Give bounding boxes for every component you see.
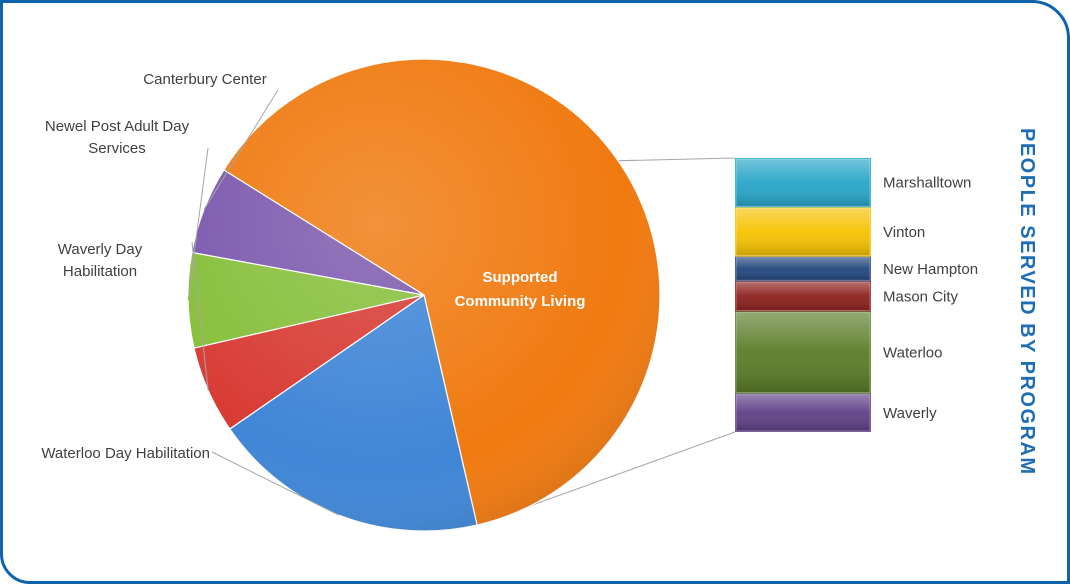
bar-segment-gloss: [736, 258, 870, 281]
pie-label-waverly-day-habilitation-line2: Habilitation: [63, 263, 137, 280]
pie-label-newel-post-adult-day-services: Newel Post Adult Day: [45, 118, 190, 135]
bar-label-marshalltown: Marshalltown: [883, 175, 971, 192]
pie-label-newel-post-adult-day-services-line2: Services: [88, 140, 146, 157]
pie-label-supported-community-living: Supported: [483, 269, 558, 286]
pie-label-waverly-day-habilitation: Waverly Day: [58, 241, 143, 258]
bar-label-new-hampton: New Hampton: [883, 261, 978, 278]
pie-chart: [188, 59, 660, 531]
pie-label-canterbury-center: Canterbury Center: [143, 71, 266, 88]
bar-segment-gloss: [736, 395, 870, 431]
bar-segment-gloss: [736, 312, 870, 392]
bar-label-vinton: Vinton: [883, 224, 925, 241]
pie-label-supported-community-living-line2: Community Living: [455, 293, 586, 310]
stacked-bar: [735, 158, 871, 432]
pie-label-waterloo-day-habilitation: Waterloo Day Habilitation: [41, 445, 210, 462]
bar-segment-gloss: [736, 282, 870, 310]
chart-title: PEOPLE SERVED BY PROGRAM: [1012, 82, 1042, 522]
bar-label-waverly: Waverly: [883, 405, 937, 422]
bar-segment-gloss: [736, 208, 870, 255]
bar-label-mason-city: Mason City: [883, 288, 959, 305]
bar-label-waterloo: Waterloo: [883, 345, 942, 362]
bar-segment-gloss: [736, 159, 870, 206]
